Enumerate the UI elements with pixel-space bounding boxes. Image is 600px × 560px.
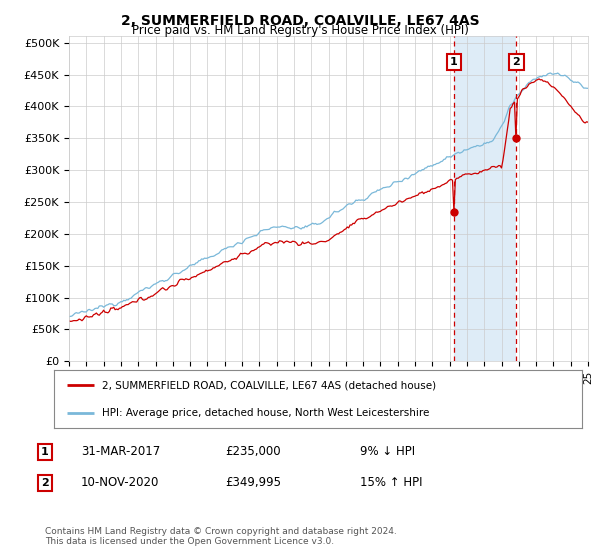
Text: HPI: Average price, detached house, North West Leicestershire: HPI: Average price, detached house, Nort… — [101, 408, 429, 418]
Text: 2, SUMMERFIELD ROAD, COALVILLE, LE67 4AS: 2, SUMMERFIELD ROAD, COALVILLE, LE67 4AS — [121, 14, 479, 28]
Text: £349,995: £349,995 — [225, 476, 281, 489]
Text: 2, SUMMERFIELD ROAD, COALVILLE, LE67 4AS (detached house): 2, SUMMERFIELD ROAD, COALVILLE, LE67 4AS… — [101, 380, 436, 390]
Text: Contains HM Land Registry data © Crown copyright and database right 2024.
This d: Contains HM Land Registry data © Crown c… — [45, 526, 397, 546]
Text: 1: 1 — [450, 57, 458, 67]
Text: Price paid vs. HM Land Registry's House Price Index (HPI): Price paid vs. HM Land Registry's House … — [131, 24, 469, 37]
Bar — [454, 36, 517, 361]
Text: 2: 2 — [512, 57, 520, 67]
Text: £235,000: £235,000 — [225, 445, 281, 459]
Text: 10-NOV-2020: 10-NOV-2020 — [81, 476, 160, 489]
Text: 31-MAR-2017: 31-MAR-2017 — [81, 445, 160, 459]
Text: 9% ↓ HPI: 9% ↓ HPI — [360, 445, 415, 459]
Text: 2: 2 — [41, 478, 49, 488]
Text: 1: 1 — [41, 447, 49, 457]
Text: 15% ↑ HPI: 15% ↑ HPI — [360, 476, 422, 489]
